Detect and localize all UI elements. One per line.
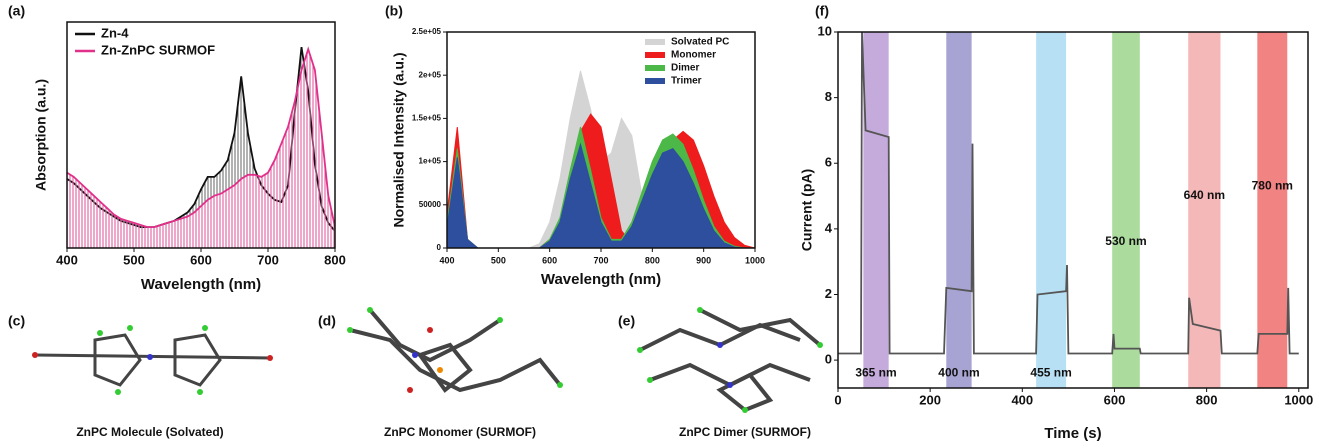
legend-label: Monomer [671,50,716,61]
figure-caption: ZnPC Dimer (SURMOF) [679,425,811,439]
x-tick-label: 600 [542,255,557,265]
illumination-band [1112,32,1140,388]
y-tick-label: 2e+05 [419,70,442,79]
x-tick-label: 800 [324,252,346,267]
band-label: 400 nm [938,365,979,379]
band-label: 780 nm [1252,178,1293,192]
x-tick-label: 500 [123,252,145,267]
x-tick-label: 800 [645,255,660,265]
panel-label: (e) [618,313,635,329]
molecule-c [32,325,273,395]
x-tick-label: 900 [696,255,711,265]
x-axis-label: Wavelength (nm) [141,276,261,293]
x-tick-label: 400 [56,252,78,267]
y-tick-label: 6 [825,155,832,170]
legend-label: Trimer [671,76,702,87]
x-tick-label: 600 [190,252,212,267]
y-tick-label: 4 [825,220,833,235]
x-tick-label: 800 [1196,392,1218,407]
x-tick-label: 700 [257,252,279,267]
x-tick-label: 700 [593,255,608,265]
figure-caption: ZnPC Molecule (Solvated) [76,425,223,439]
y-tick-label: 1.5e+05 [412,114,442,123]
y-tick-label: 8 [825,89,832,104]
band-label: 640 nm [1184,188,1225,202]
x-tick-label: 200 [919,392,941,407]
y-tick-label: 2.5e+05 [412,27,442,36]
y-tick-label: 0 [437,243,442,252]
y-tick-label: 50000 [419,200,442,209]
panel-label: (a) [8,3,25,19]
band-label: 530 nm [1105,234,1146,248]
panel-label: (c) [8,313,25,329]
x-tick-label: 500 [491,255,506,265]
panel-label: (f) [815,3,829,19]
illumination-band [1188,32,1220,388]
x-axis-label: Time (s) [1044,425,1101,442]
illumination-band [1036,32,1066,388]
y-tick-label: 1e+05 [419,157,442,166]
figure-caption: ZnPC Monomer (SURMOF) [384,425,536,439]
y-tick-label: 10 [818,23,832,38]
legend-label: Dimer [671,63,699,74]
figure: (c) (d) (e) ZnPC Molecule (Solvated) ZnP… [0,0,1318,442]
band-label: 455 nm [1030,365,1071,379]
plot-frame [838,32,1308,388]
x-tick-label: 0 [834,392,841,407]
x-tick-label: 1000 [1284,392,1313,407]
y-axis-label: Absorption (a.u.) [33,79,49,191]
legend-label: Zn-4 [101,25,129,40]
x-tick-label: 600 [1104,392,1126,407]
y-tick-label: 0 [825,352,832,367]
panel-label: (b) [385,3,403,19]
illumination-band [863,32,888,388]
band-label: 365 nm [855,365,896,379]
y-axis-label: Current (pA) [799,169,815,251]
illumination-band [946,32,971,388]
y-axis-label: Normalised Intensity (a.u.) [391,52,407,227]
x-axis-label: Wavelength (nm) [541,271,661,288]
x-tick-label: 400 [1011,392,1033,407]
panel-label: (d) [318,313,336,329]
area-fill [67,49,335,248]
x-tick-label: 1000 [745,255,765,265]
molecule-e [637,307,823,413]
series-line [838,32,1299,354]
x-tick-label: 400 [439,255,454,265]
y-tick-label: 2 [825,286,832,301]
legend-label: Solvated PC [671,37,729,48]
legend-label: Zn-ZnPC SURMOF [101,42,215,57]
molecule-d [347,307,563,393]
